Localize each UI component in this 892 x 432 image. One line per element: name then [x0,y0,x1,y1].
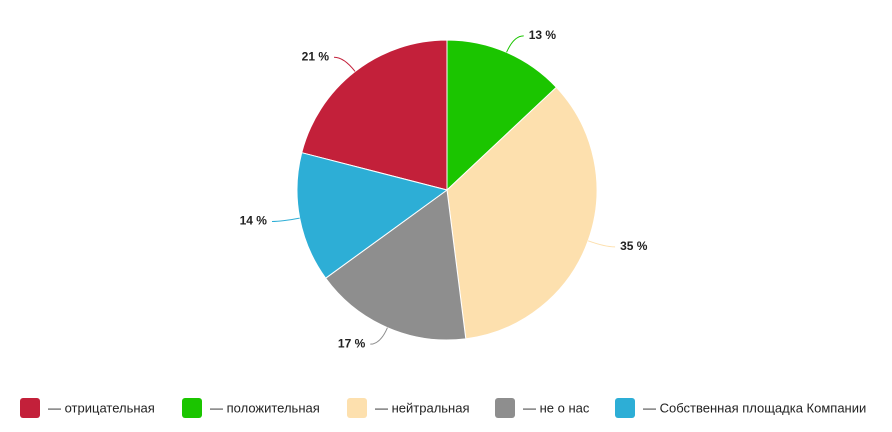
legend-label[interactable]: — нейтральная [375,400,470,415]
data-label: 14 % [240,214,268,228]
legend-swatch[interactable] [182,398,202,418]
legend-swatch[interactable] [20,398,40,418]
pie-slice [296,152,449,279]
legend-swatch[interactable] [347,398,367,418]
label-connector [587,240,616,248]
label-connector [370,327,388,345]
legend-swatch[interactable] [615,398,635,418]
label-connector [271,217,300,222]
pie-slice [446,86,598,340]
data-label: 13 % [529,28,557,42]
pie-slice [446,39,558,192]
label-connector [506,35,524,53]
pie-slice [301,39,448,191]
legend-label[interactable]: — Собственная площадка Компании [643,400,866,415]
data-label: 17 % [338,336,366,350]
legend-label[interactable]: — не о нас [523,400,590,415]
legend-label[interactable]: — отрицательная [48,400,155,415]
data-label: 35 % [620,239,648,253]
data-label: 21 % [302,49,330,63]
label-connector [334,56,356,72]
legend-label[interactable]: — положительная [210,400,320,415]
legend-swatch[interactable] [495,398,515,418]
